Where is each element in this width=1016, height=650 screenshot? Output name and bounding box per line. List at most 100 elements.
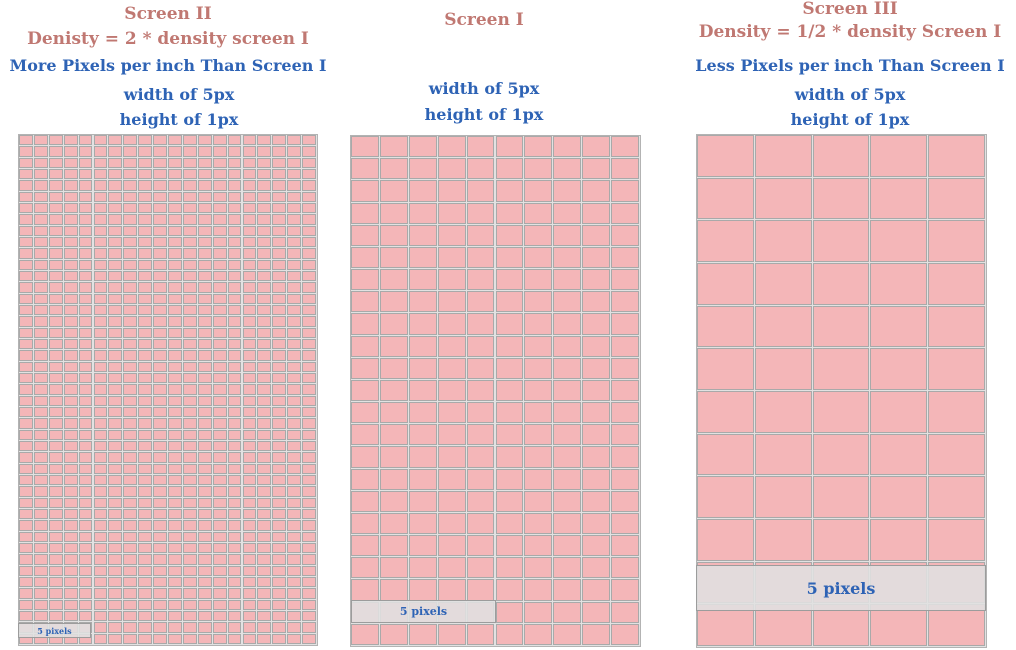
pixel-cell [108, 599, 123, 610]
pixel-cell [582, 623, 611, 645]
pixel-cell [63, 169, 78, 180]
pixel-cell [611, 357, 639, 379]
pixel-cell [93, 384, 108, 395]
pixel-cell [48, 543, 63, 554]
pixel-cell [123, 316, 138, 327]
pixel-cell [272, 169, 287, 180]
pixel-cell [553, 557, 582, 579]
pixel-cell [138, 373, 153, 384]
pixel-cell [242, 225, 257, 236]
pixel-cell [138, 316, 153, 327]
pixel-cell [287, 169, 302, 180]
pixel-cell [611, 269, 639, 291]
pixel-cell [48, 191, 63, 202]
pixel-cell [19, 531, 33, 542]
pixel-cell [93, 497, 108, 508]
pixel-cell [153, 554, 167, 565]
pixel-cell [108, 327, 123, 338]
pixel-cell [495, 246, 524, 269]
pixel-cell [197, 350, 212, 361]
pixel-cell [197, 531, 212, 542]
pixel-cell [33, 180, 48, 191]
pixel-cell [168, 633, 182, 644]
pixel-cell [33, 486, 48, 497]
pixel-cell [408, 468, 437, 490]
pixel-cell [63, 361, 78, 372]
pixel-cell [212, 429, 227, 440]
pixel-cell [227, 622, 242, 633]
pixel-cell [466, 579, 495, 601]
pixel-cell [272, 293, 287, 304]
pixel-cell [197, 475, 212, 486]
pixel-cell [379, 512, 408, 535]
pixel-cell [48, 203, 63, 214]
pixel-cell [524, 424, 553, 446]
pixel-cell [108, 452, 123, 463]
pixel-cell [242, 214, 257, 225]
pixel-cell [495, 379, 524, 402]
pixel-cell [153, 463, 167, 474]
pixel-cell [212, 293, 227, 304]
pixel-cell [287, 146, 302, 157]
pixel-cell [928, 519, 985, 561]
pixel-cell [63, 146, 78, 157]
pixel-cell [408, 136, 437, 158]
pixel-cell [582, 291, 611, 313]
pixel-cell [78, 543, 93, 554]
pixel-cell [227, 248, 242, 259]
pixel-cell [63, 214, 78, 225]
pixel-cell [437, 557, 466, 579]
pixel-cell [754, 391, 812, 433]
pixel-cell [257, 248, 272, 259]
pixel-cell [495, 490, 524, 512]
pixel-cell [379, 623, 408, 645]
pixel-cell [123, 384, 138, 395]
pixel-cell [287, 565, 302, 576]
pixel-cell [93, 203, 108, 214]
pixel-cell [212, 339, 227, 350]
pixel-cell [272, 316, 287, 327]
pixel-cell [63, 339, 78, 350]
pixel-cell [272, 565, 287, 576]
pixel-cell [812, 433, 870, 476]
pixel-cell [108, 350, 123, 361]
pixel-cell [227, 282, 242, 293]
pixel-cell [197, 214, 212, 225]
pixel-cell [272, 543, 287, 554]
pixel-cell [754, 476, 812, 518]
pixel-cell [123, 475, 138, 486]
pixel-cell [138, 588, 153, 599]
pixel-cell [466, 313, 495, 335]
pixel-cell [437, 402, 466, 424]
pixel-cell [302, 157, 316, 168]
pixel-cell [582, 246, 611, 269]
pixel-cell [123, 531, 138, 542]
pixel-cell [212, 463, 227, 474]
pixel-cell [287, 361, 302, 372]
pixel-cell [19, 429, 33, 440]
pixel-cell [93, 169, 108, 180]
pixel-cell [212, 407, 227, 418]
pixel-cell [123, 565, 138, 576]
pixel-cell [466, 335, 495, 357]
pixel-cell [197, 407, 212, 418]
pixel-cell [257, 135, 272, 146]
pixel-cell [272, 475, 287, 486]
pixel-cell [48, 135, 63, 146]
pixel-cell [93, 611, 108, 622]
pixel-cell [63, 543, 78, 554]
pixel-cell [182, 577, 197, 588]
pixel-cell [242, 407, 257, 418]
pixel-cell [63, 293, 78, 304]
pixel-cell [182, 565, 197, 576]
screen2-density-label: Denisty = 2 * density screen I [27, 29, 309, 49]
pixel-cell [123, 497, 138, 508]
pixel-cell [611, 402, 639, 424]
screen1-pixel-grid [350, 135, 641, 647]
pixel-cell [168, 395, 182, 406]
pixel-cell [697, 135, 754, 177]
pixel-cell [272, 203, 287, 214]
pixel-cell [123, 463, 138, 474]
pixel-cell [257, 146, 272, 157]
pixel-cell [302, 327, 316, 338]
